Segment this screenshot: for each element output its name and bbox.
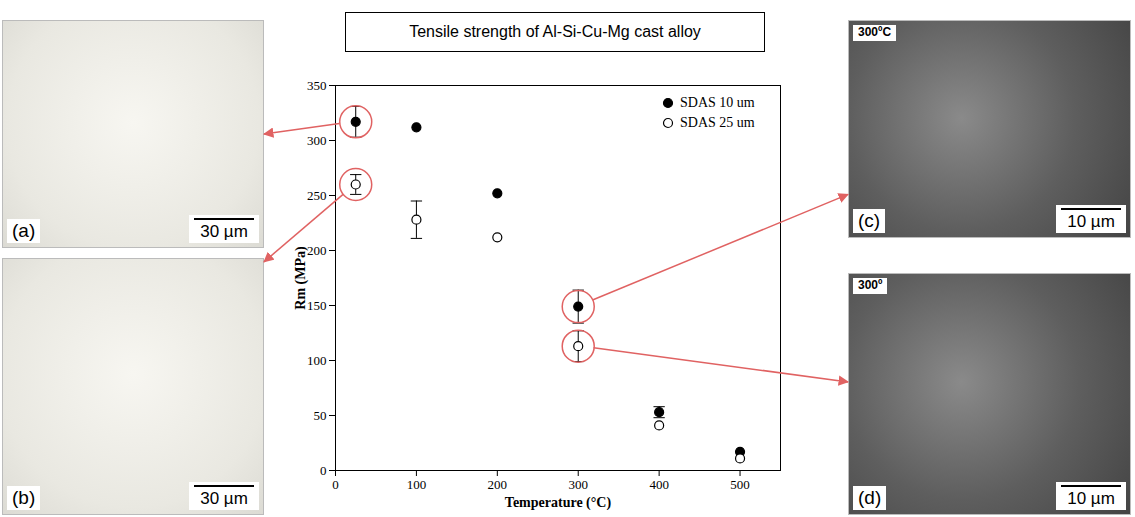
html-text:10 µm: 10 µm <box>1067 489 1115 509</box>
svg-text:150: 150 <box>307 298 327 313</box>
html-text:(b): (b) <box>12 487 36 509</box>
svg-text:50: 50 <box>314 408 327 423</box>
svg-text:200: 200 <box>307 243 327 258</box>
svg-text:350: 350 <box>307 78 327 93</box>
html-text:(a): (a) <box>12 220 36 242</box>
svg-text:200: 200 <box>488 477 508 492</box>
svg-text:300: 300 <box>568 477 588 492</box>
svg-text:Temperature (°C): Temperature (°C) <box>505 495 612 511</box>
html-text:(c): (c) <box>858 210 881 232</box>
html-text:30 µm: 30 µm <box>200 222 248 242</box>
svg-text:100: 100 <box>307 353 327 368</box>
html-text:300º: 300º <box>858 278 883 292</box>
svg-text:400: 400 <box>649 477 669 492</box>
svg-text:250: 250 <box>307 188 327 203</box>
svg-text:0: 0 <box>320 463 327 478</box>
svg-text:500: 500 <box>730 477 750 492</box>
svg-text:300: 300 <box>307 133 327 148</box>
html-text:SDAS 25 um: SDAS 25 um <box>680 115 755 131</box>
svg-text:0: 0 <box>332 477 339 492</box>
svg-text:100: 100 <box>407 477 427 492</box>
html-text:(d): (d) <box>858 487 882 509</box>
html-text:SDAS 10 um: SDAS 10 um <box>680 95 755 110</box>
html-text:Tensile strength of Al-Si-Cu-M: Tensile strength of Al-Si-Cu-Mg cast all… <box>409 23 701 40</box>
html-text:30 µm: 30 µm <box>200 489 248 509</box>
html-text:10 µm: 10 µm <box>1067 212 1115 232</box>
svg-text:Rm (MPa): Rm (MPa) <box>293 246 309 310</box>
html-text:300ºC: 300ºC <box>858 25 892 39</box>
